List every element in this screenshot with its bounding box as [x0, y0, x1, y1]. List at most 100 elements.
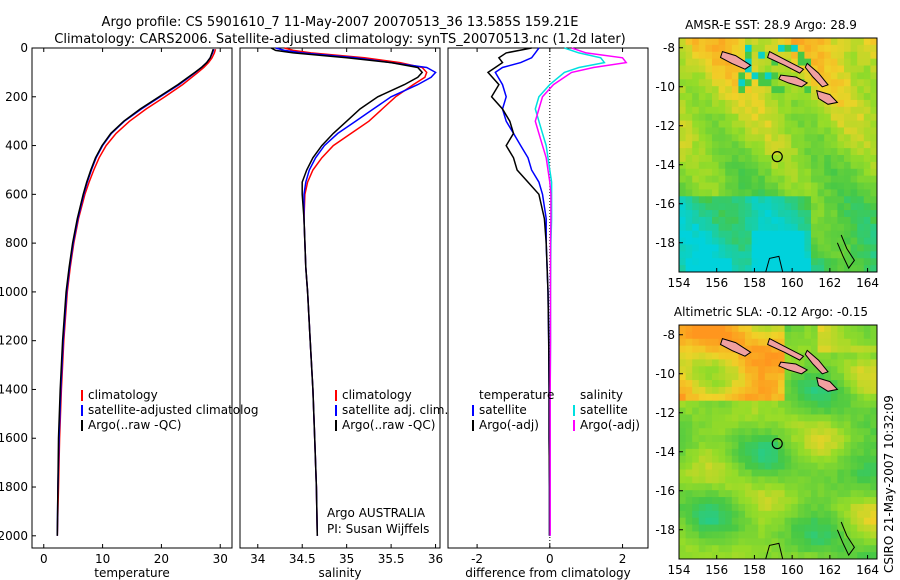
sla-map-cell [791, 545, 799, 553]
sla-map-cell [692, 552, 700, 560]
sla-map-cell [778, 338, 786, 347]
sla-map-cell [817, 483, 825, 491]
sla-map-cell [679, 414, 687, 422]
sst-map-cell [830, 230, 838, 239]
sla-map-cell [857, 552, 865, 560]
sst-map-cell [725, 93, 733, 101]
sla-map-cell [870, 325, 878, 333]
sst-map-cell [738, 237, 746, 245]
title-line1: Argo profile: CS 5901610_7 11-May-2007 2… [102, 15, 579, 30]
sst-map-cell [804, 175, 812, 184]
sst-map-cell [784, 120, 792, 128]
sst-map-cell [712, 210, 720, 218]
sla-map-cell [837, 352, 845, 360]
sst-map-cell [751, 168, 759, 177]
sla-map-cell [863, 448, 871, 457]
sla-map-cell [738, 483, 746, 491]
sst-map-cell [725, 113, 733, 122]
sst-map-cell [784, 44, 792, 53]
sst-map-cell [764, 106, 772, 115]
sla-map-cell [685, 538, 693, 546]
sst-map-cell [863, 168, 871, 177]
sst-map-cell [811, 51, 819, 60]
sst-map-cell [870, 38, 878, 46]
sst-map-cell [738, 93, 746, 101]
sst-map-cell [824, 86, 832, 94]
sst-map-cell [844, 182, 852, 190]
sst-map-cell [692, 134, 700, 142]
sst-map-cell [679, 134, 687, 142]
sst-map-cell [771, 196, 779, 204]
sst-map-cell [731, 44, 739, 53]
sst-map-cell [850, 72, 858, 80]
sst-map-cell [685, 65, 693, 73]
sst-map-cell [784, 51, 792, 60]
sla-map-cell [837, 359, 845, 367]
sla-map-cell [824, 442, 832, 450]
salinity-xtick-label: 34.5 [289, 552, 316, 566]
sla-map-cell [850, 531, 858, 539]
sst-map-cell [844, 99, 852, 108]
sst-map-cell [804, 120, 812, 128]
sla-map-cell [751, 524, 759, 532]
temperature-xtick-label: 10 [95, 552, 110, 566]
sst-map-cell [784, 168, 792, 177]
sla-map-cell [731, 373, 739, 381]
sst-map-cell [837, 106, 845, 115]
sla-map-cell [804, 448, 812, 457]
sla-map-cell [863, 538, 871, 546]
sla-map-cell [738, 352, 746, 360]
sst-map-cell [837, 148, 845, 156]
sla-map-cell [764, 510, 772, 519]
sst-map-cell [698, 72, 706, 80]
sla-map-cell [863, 545, 871, 553]
sla-map-cell [804, 386, 812, 395]
sla-map-cell [718, 386, 726, 395]
sla-map-cell [870, 414, 878, 422]
sla-map-cell [738, 469, 746, 477]
sst-map-cell [692, 113, 700, 122]
sst-map-cell [731, 79, 739, 87]
sla-map-cell [791, 455, 799, 464]
sla-map-cell [844, 462, 852, 471]
sst-map-cell [844, 155, 852, 163]
sst-map-cell [850, 196, 858, 204]
sla-map-cell [745, 366, 753, 374]
sst-map-cell [745, 65, 753, 73]
sla-map-cell [857, 517, 865, 526]
sst-map-cell [705, 93, 713, 101]
sst-map-cell [685, 99, 693, 108]
sla-map-cell [857, 421, 865, 429]
sla-map-cell [745, 428, 753, 436]
sla-map-cell [738, 538, 746, 546]
sst-map-cell [804, 216, 812, 225]
sla-map-cell [764, 435, 772, 443]
sst-map-cell [771, 223, 779, 232]
sla-map-cell [712, 386, 720, 395]
sla-map-cell [850, 400, 858, 409]
sla-map-cell [870, 462, 878, 471]
sla-map-cell [738, 462, 746, 471]
sst-map-cell [712, 223, 720, 232]
difference-xtick-label: 0 [546, 552, 554, 566]
sla-map-cell [837, 428, 845, 436]
sst-map-cell [870, 44, 878, 53]
sst-map-cell [857, 155, 865, 163]
sla-map-cell [863, 497, 871, 505]
sst-map-cell [804, 196, 812, 204]
sst-map-cell [758, 265, 766, 273]
sst-map-cell [811, 79, 819, 87]
sla-map-cell [857, 352, 865, 360]
sla-map-cell [679, 538, 687, 546]
sla-map-cell [804, 380, 812, 388]
sst-map-cell [758, 182, 766, 190]
sst-map-cell [784, 258, 792, 266]
sla-map-cell [863, 359, 871, 367]
difference-legend-label: Argo(-adj) [580, 418, 640, 432]
sla-map-cell [758, 428, 766, 436]
sla-map-cell [870, 510, 878, 519]
sla-map-cell [857, 538, 865, 546]
sst-map-cell [811, 175, 819, 184]
sla-map-cell [685, 483, 693, 491]
temperature-xtick-label: 0 [40, 552, 48, 566]
